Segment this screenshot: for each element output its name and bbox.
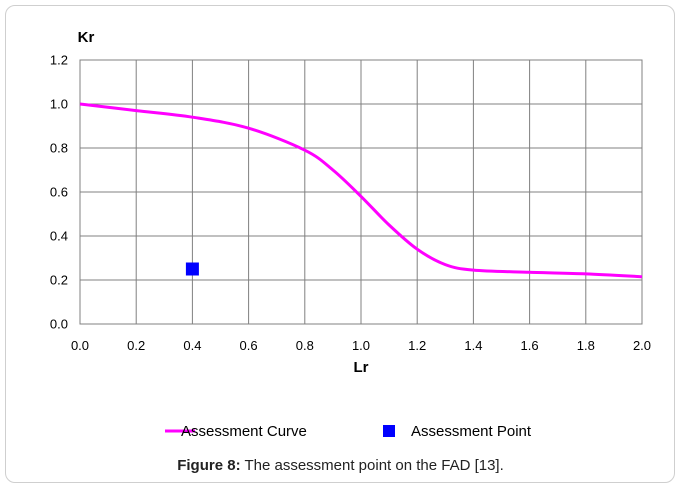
x-tick-label: 1.2	[408, 338, 426, 353]
x-tick-label: 0.2	[127, 338, 145, 353]
y-tick-label: 0.8	[50, 141, 68, 156]
y-tick-label: 0.4	[50, 229, 68, 244]
assessment-point-marker	[186, 263, 199, 276]
x-tick-label: 1.4	[464, 338, 482, 353]
caption-text: The assessment point on the FAD [13].	[241, 457, 504, 474]
y-tick-labels: 0.0 0.2 0.4 0.6 0.8 1.0 1.2	[50, 53, 68, 332]
legend-point-swatch	[383, 425, 395, 437]
y-tick-label: 0.2	[50, 273, 68, 288]
y-tick-label: 0.0	[50, 317, 68, 332]
x-tick-label: 2.0	[633, 338, 651, 353]
y-tick-label: 1.0	[50, 97, 68, 112]
x-tick-label: 1.0	[352, 338, 370, 353]
x-tick-label: 0.0	[71, 338, 89, 353]
x-axis-label: Lr	[354, 359, 369, 376]
x-tick-label: 0.8	[296, 338, 314, 353]
y-tick-label: 0.6	[50, 185, 68, 200]
legend-label-point: Assessment Point	[411, 423, 532, 440]
x-tick-label: 0.4	[183, 338, 201, 353]
x-tick-label: 1.6	[521, 338, 539, 353]
y-axis-label: Kr	[78, 29, 95, 46]
x-tick-label: 1.8	[577, 338, 595, 353]
figure-caption: Figure 8: The assessment point on the FA…	[0, 457, 681, 474]
y-tick-label: 1.2	[50, 53, 68, 68]
caption-label: Figure 8:	[177, 457, 240, 474]
x-tick-labels: 0.0 0.2 0.4 0.6 0.8 1.0 1.2 1.4 1.6 1.8 2.0	[71, 338, 651, 353]
legend-label-curve: Assessment Curve	[181, 423, 307, 440]
x-tick-label: 0.6	[240, 338, 258, 353]
legend: Assessment Curve Assessment Point	[165, 423, 532, 440]
fad-chart: 0.0 0.2 0.4 0.6 0.8 1.0 1.2 1.4 1.6 1.8 2.0 0.0 0.2…	[0, 0, 681, 450]
